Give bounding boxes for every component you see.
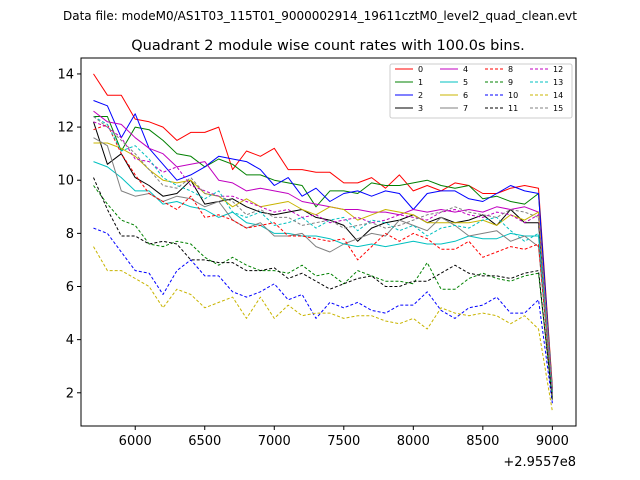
y-tick-label: 12	[57, 121, 74, 136]
legend-label-14: 14	[553, 91, 563, 100]
series-line-12	[93, 121, 553, 393]
legend-label-12: 12	[553, 65, 563, 74]
series-line-1	[93, 116, 553, 391]
x-tick-label: 7500	[327, 434, 360, 449]
x-tick-label: 9000	[536, 434, 569, 449]
legend-label-7: 7	[463, 104, 468, 113]
series-line-0	[93, 73, 553, 388]
series-line-3	[93, 121, 553, 396]
legend-label-6: 6	[463, 91, 468, 100]
legend-label-10: 10	[508, 91, 518, 100]
legend-label-0: 0	[418, 65, 423, 74]
x-tick-label: 8000	[397, 434, 430, 449]
plot-area	[80, 57, 577, 427]
y-tick-label: 14	[57, 67, 74, 82]
legend-label-3: 3	[418, 104, 423, 113]
x-tick-label: 6500	[188, 434, 221, 449]
legend-label-5: 5	[463, 78, 468, 87]
series-line-5	[93, 161, 553, 393]
legend-label-15: 15	[553, 104, 563, 113]
legend-label-13: 13	[553, 78, 563, 87]
series-line-9	[93, 185, 553, 399]
legend-label-8: 8	[508, 65, 513, 74]
legend-box	[389, 63, 573, 119]
legend-label-9: 9	[508, 78, 513, 87]
series-line-4	[93, 110, 553, 393]
series-line-15	[93, 116, 553, 396]
legend-label-4: 4	[463, 65, 468, 74]
series-line-11	[93, 177, 553, 401]
y-tick-label: 2	[66, 386, 74, 401]
series-line-7	[93, 137, 553, 396]
legend-label-11: 11	[508, 104, 518, 113]
y-tick-label: 4	[66, 333, 74, 348]
x-tick-label: 6000	[119, 434, 152, 449]
series-layer	[93, 73, 553, 412]
y-tick-label: 6	[66, 280, 74, 295]
series-line-2	[93, 100, 553, 393]
x-axis-offset-label: +2.9557e8	[503, 455, 576, 470]
series-line-14	[93, 246, 553, 412]
y-tick-label: 10	[57, 174, 74, 189]
chart-title: Quadrant 2 module wise count rates with …	[131, 38, 525, 54]
legend-label-1: 1	[418, 78, 423, 87]
figure-suptitle: Data file: modeM0/AS1T03_115T01_90000029…	[63, 9, 577, 23]
series-line-10	[93, 227, 553, 404]
y-tick-label: 8	[66, 227, 74, 242]
x-tick-label: 8500	[466, 434, 499, 449]
x-tick-label: 7000	[258, 434, 291, 449]
legend-label-2: 2	[418, 91, 423, 100]
series-line-13	[93, 116, 553, 393]
series-line-8	[93, 123, 553, 399]
